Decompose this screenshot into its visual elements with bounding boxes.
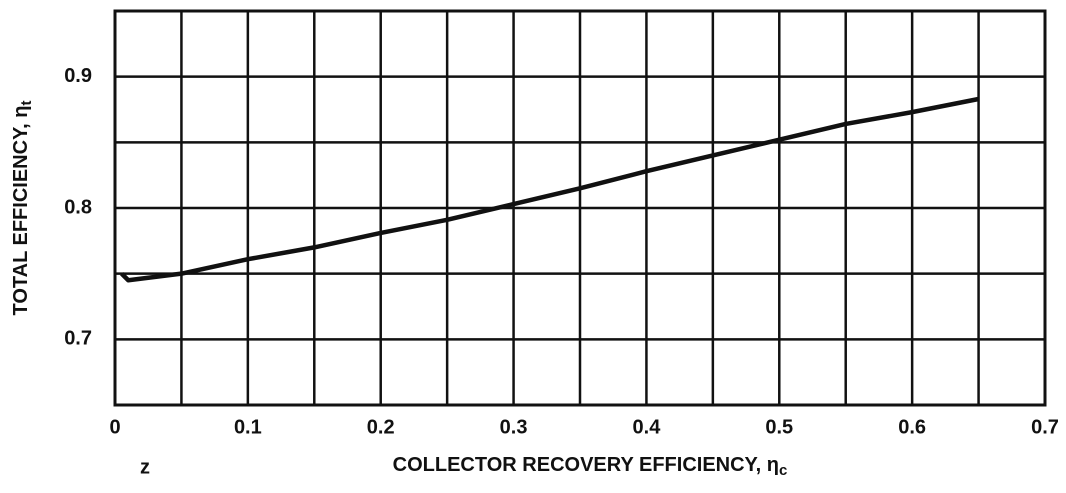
x-tick-label: 0.1 (234, 416, 262, 438)
x-tick-label: 0.2 (367, 416, 395, 438)
annotation: z (140, 456, 150, 478)
y-axis-title: TOTAL EFFICIENCY, ηt (10, 100, 35, 315)
x-tick-label: 0.7 (1031, 416, 1059, 438)
x-tick-label: 0 (109, 416, 120, 438)
x-tick-label: 0.4 (633, 416, 662, 438)
data-line (120, 96, 980, 283)
y-tick-label: 0.8 (64, 196, 92, 218)
y-tick-label: 0.9 (64, 65, 92, 87)
x-axis-title: COLLECTOR RECOVERY EFFICIENCY, ηc (393, 454, 788, 479)
x-tick-label: 0.3 (500, 416, 528, 438)
y-tick-label: 0.7 (64, 328, 92, 350)
x-tick-label: 0.6 (898, 416, 926, 438)
x-tick-label: 0.5 (765, 416, 793, 438)
